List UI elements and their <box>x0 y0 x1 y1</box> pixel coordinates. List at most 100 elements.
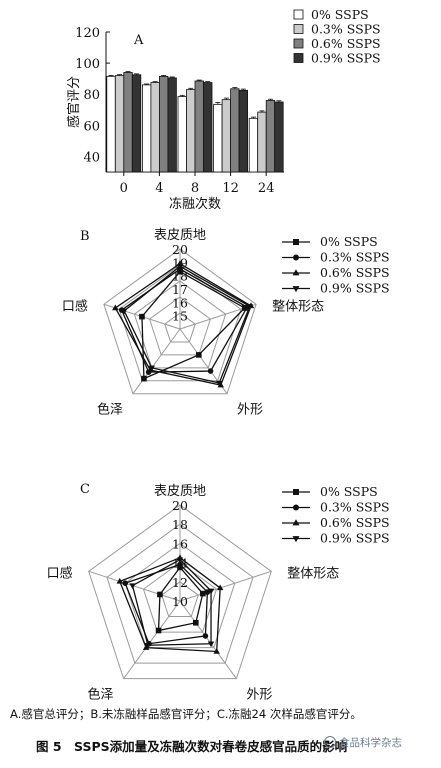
legend-marker <box>293 239 299 245</box>
radar-point <box>139 313 145 320</box>
legend-swatch <box>293 53 304 63</box>
radar-grid-ring <box>124 542 236 649</box>
bar <box>238 89 249 173</box>
legend-label: 0.9% SSPS <box>320 531 390 546</box>
radar-tick-label: 20 <box>172 498 188 513</box>
figure-caption: A.感官总评分；B.未冻融样品感官评分；C.冻融24 次样品感官评分。 <box>10 707 362 721</box>
radar-axis-label: 表皮质地 <box>154 484 206 499</box>
panel-label-b: B <box>80 229 90 244</box>
radar-point <box>192 619 199 626</box>
radar-axis-label: 色泽 <box>97 402 123 418</box>
legend-label: 0% SSPS <box>311 7 369 22</box>
bar <box>106 75 116 173</box>
legend-swatch <box>293 24 304 34</box>
radar-grid-ring <box>164 312 196 343</box>
bar <box>123 72 133 173</box>
bar <box>203 82 213 173</box>
y-axis-label: 感官评分 <box>66 76 82 128</box>
panel-label-a: A <box>133 33 144 48</box>
legend-swatch <box>293 9 304 20</box>
bar <box>230 88 240 173</box>
radar-tick-label: 12 <box>172 575 188 590</box>
radar-point <box>207 588 215 595</box>
legend-marker <box>293 504 299 511</box>
radar-grid-ring <box>133 280 227 369</box>
radar-point <box>120 308 128 315</box>
figure-title: 图 5 SSPS添加量及冻融次数对春卷皮感官品质的影响 <box>36 739 348 754</box>
y-tick-label: 80 <box>83 88 100 103</box>
bar <box>141 84 152 173</box>
radar-series-line <box>124 563 209 645</box>
legend-label: 0.3% SSPS <box>311 22 381 37</box>
radar-axis-label: 口感 <box>62 298 88 314</box>
radar-point <box>155 627 162 634</box>
radar-grid-ring <box>103 248 257 395</box>
panel-label-c: C <box>80 482 90 497</box>
bar <box>114 75 125 173</box>
radar-point <box>144 643 152 649</box>
radar-series-line <box>141 270 246 380</box>
radar-tick-label: 16 <box>172 536 188 551</box>
bar <box>131 74 142 173</box>
radar-grid-ring <box>161 581 199 618</box>
radar-point <box>129 583 136 590</box>
radar-point <box>112 304 119 311</box>
bar <box>194 80 204 173</box>
radar-grid-ring <box>148 296 212 356</box>
x-axis-label: 冻融次数 <box>169 196 221 212</box>
legend-label: 0.9% SSPS <box>311 51 381 66</box>
radar-point <box>246 304 253 310</box>
radar-tick-label: 10 <box>172 594 188 609</box>
y-tick-label: 60 <box>83 119 100 134</box>
y-tick-label: 120 <box>75 26 100 41</box>
radar-point <box>200 590 206 597</box>
legend-label: 0.9% SSPS <box>320 281 390 296</box>
bar <box>274 101 284 173</box>
radar-point <box>157 591 163 598</box>
radar-series-line <box>114 262 252 386</box>
radar-axis-label: 口感 <box>47 565 73 581</box>
watermark: 食品科学杂志 <box>324 735 402 750</box>
radar-point <box>207 368 214 374</box>
radar-point <box>215 380 223 387</box>
legend-marker <box>292 286 300 293</box>
legend-marker <box>292 536 300 543</box>
radar-series-line <box>157 566 204 632</box>
bar <box>248 117 259 173</box>
radar-spoke <box>88 570 181 602</box>
y-tick-label: 100 <box>75 57 100 72</box>
radar-point <box>204 589 211 595</box>
legend-marker <box>293 254 299 261</box>
bar <box>265 100 276 173</box>
radar-axis-label: 表皮质地 <box>154 228 206 243</box>
wechat-logo-icon <box>324 736 336 748</box>
x-tick-label: 4 <box>155 181 163 196</box>
radar-point <box>216 584 224 591</box>
bar <box>167 77 177 173</box>
bar <box>213 103 223 173</box>
radar-grid-ring <box>118 264 242 382</box>
radar-spoke <box>132 328 181 395</box>
radar-point <box>176 557 184 564</box>
radar-point <box>177 561 183 568</box>
radar-point <box>141 375 147 382</box>
radar-spoke <box>179 570 272 602</box>
radar-axis-label: 整体形态 <box>272 299 324 314</box>
radar-grid-ring <box>142 561 218 633</box>
bar-chart-panel-a: A 40 60 80 100 120 0 4 8 12 24 冻融次数 感官评分 0% SSPS0.3% … <box>66 7 381 212</box>
legend-swatch <box>293 38 304 49</box>
radar-tick-label: 20 <box>172 242 188 257</box>
radar-grid-ring <box>106 523 254 664</box>
legend-marker <box>293 489 299 495</box>
radar-axis-label: 外形 <box>246 688 272 700</box>
legend-label: 0.6% SSPS <box>320 515 390 530</box>
radar-point <box>148 365 156 372</box>
y-tick-label: 40 <box>83 150 100 165</box>
x-tick-label: 8 <box>191 181 199 196</box>
radar-point <box>176 264 184 270</box>
radar-spoke <box>123 600 181 679</box>
bar <box>221 99 232 173</box>
radar-point <box>196 352 202 358</box>
